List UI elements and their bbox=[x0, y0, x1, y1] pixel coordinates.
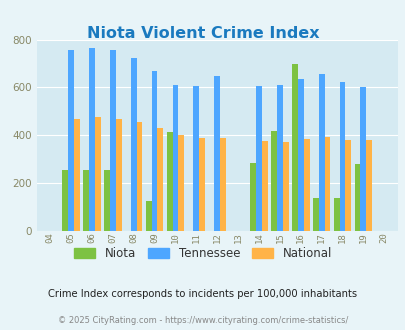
Bar bbox=[110, 50, 115, 231]
Bar bbox=[282, 142, 288, 231]
Bar bbox=[360, 87, 365, 231]
Bar bbox=[115, 119, 121, 231]
Bar bbox=[297, 79, 303, 231]
Bar bbox=[172, 85, 178, 231]
Bar bbox=[157, 128, 163, 231]
Bar bbox=[104, 171, 110, 231]
Bar bbox=[318, 74, 324, 231]
Bar bbox=[271, 131, 276, 231]
Bar bbox=[151, 71, 157, 231]
Bar bbox=[214, 76, 220, 231]
Bar bbox=[166, 132, 172, 231]
Legend: Niota, Tennessee, National: Niota, Tennessee, National bbox=[69, 242, 336, 265]
Bar bbox=[68, 50, 74, 231]
Bar bbox=[89, 48, 95, 231]
Bar bbox=[83, 171, 89, 231]
Bar bbox=[95, 117, 100, 231]
Bar bbox=[291, 64, 297, 231]
Bar bbox=[136, 122, 142, 231]
Bar bbox=[249, 163, 256, 231]
Bar bbox=[256, 85, 261, 231]
Bar bbox=[333, 197, 339, 231]
Bar bbox=[199, 138, 205, 231]
Bar bbox=[261, 141, 267, 231]
Bar bbox=[324, 137, 330, 231]
Bar bbox=[354, 164, 360, 231]
Bar bbox=[339, 82, 345, 231]
Bar bbox=[193, 85, 199, 231]
Text: Niota Violent Crime Index: Niota Violent Crime Index bbox=[87, 26, 318, 41]
Text: Crime Index corresponds to incidents per 100,000 inhabitants: Crime Index corresponds to incidents per… bbox=[48, 289, 357, 299]
Bar bbox=[312, 197, 318, 231]
Text: © 2025 CityRating.com - https://www.cityrating.com/crime-statistics/: © 2025 CityRating.com - https://www.city… bbox=[58, 316, 347, 325]
Bar bbox=[220, 138, 226, 231]
Bar bbox=[365, 140, 371, 231]
Bar bbox=[130, 58, 136, 231]
Bar bbox=[74, 119, 79, 231]
Bar bbox=[303, 139, 309, 231]
Bar bbox=[178, 135, 184, 231]
Bar bbox=[345, 140, 350, 231]
Bar bbox=[276, 85, 282, 231]
Bar bbox=[62, 171, 68, 231]
Bar bbox=[145, 201, 151, 231]
